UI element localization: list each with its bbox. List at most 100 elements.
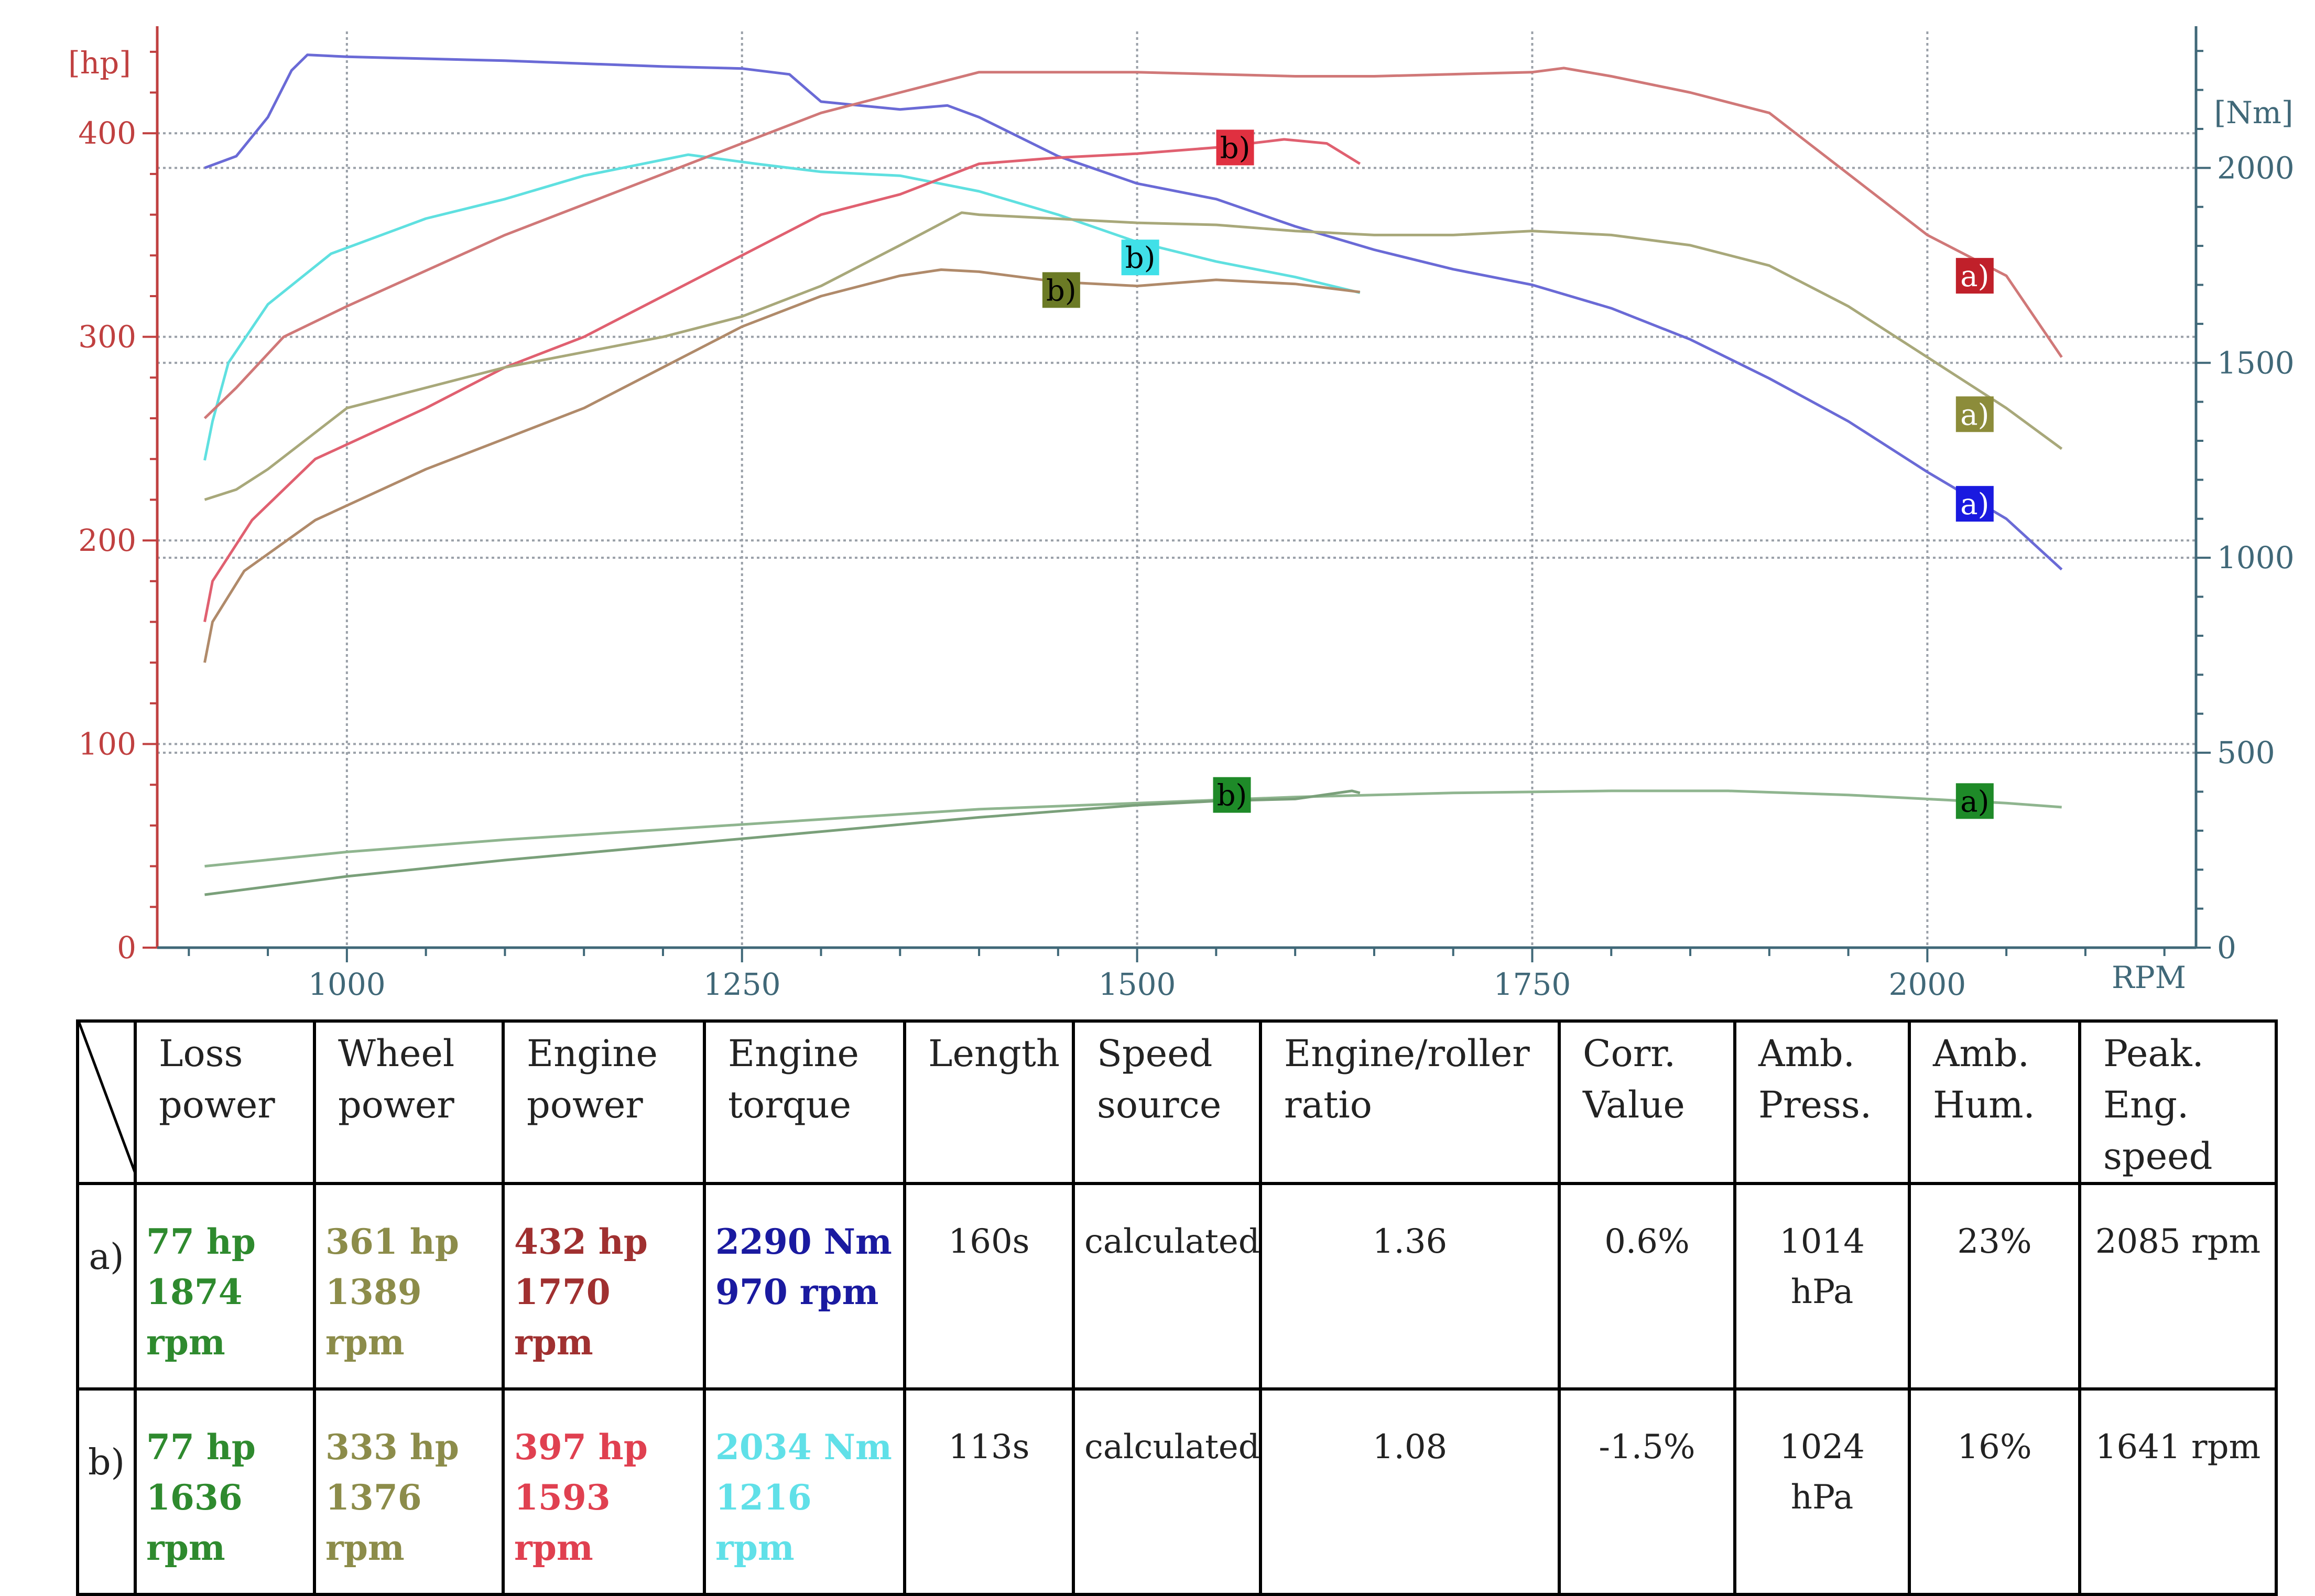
y-left-tick-label: 300 (78, 319, 136, 355)
wheel-hp: 361 hp (325, 1221, 459, 1262)
corr-value-cell: -1.5% (1558, 1387, 1736, 1596)
diagonal-divider (79, 1023, 137, 1175)
peak-speed-cell: 1641 rpm (2078, 1387, 2278, 1596)
wheel-rpm: 1376 rpm (325, 1477, 422, 1568)
curve-label-text: b) (1046, 274, 1077, 308)
curve-label-text: a) (1960, 259, 1989, 294)
wheel-power-cell: 361 hp 1389 rpm (313, 1182, 505, 1391)
wheel-hp: 333 hp (325, 1427, 459, 1468)
table-corner-cell (76, 1019, 137, 1185)
y-left-tick-label: 400 (78, 115, 136, 151)
row-label: a) (76, 1182, 137, 1391)
amb-press-cell: 1014 hPa (1733, 1182, 1911, 1391)
y-right-axis-title: [Nm] (2214, 95, 2293, 131)
torque-nm: 2034 Nm (715, 1427, 892, 1468)
series-line-2 (203, 67, 2063, 419)
curve-label-box (1042, 272, 1080, 308)
length-cell: 160s (903, 1182, 1075, 1391)
table-header-row: Loss power Wheel power Engine power Engi… (76, 1019, 2278, 1185)
header-engine-power: Engine power (502, 1019, 706, 1185)
dyno-chart: 1000 1250 1500 1750 2000 0 100 200 300 400 0 500 100… (68, 26, 2295, 996)
y-left-axis-title: [hp] (68, 45, 131, 81)
engine-hp: 397 hp (514, 1427, 648, 1468)
torque-rpm: 970 rpm (715, 1272, 879, 1312)
x-tick-label: 1250 (703, 967, 781, 996)
header-loss-power: Loss power (134, 1019, 316, 1185)
curve-label-text: a) (1960, 785, 1989, 819)
ratio-cell: 1.08 (1259, 1387, 1561, 1596)
engine-torque-cell: 2290 Nm 970 rpm (703, 1182, 906, 1391)
ratio-cell: 1.36 (1259, 1182, 1561, 1391)
x-tick-label: 2000 (1889, 967, 1966, 996)
corr-value-cell: 0.6% (1558, 1182, 1736, 1391)
header-corr-value: Corr. Value (1558, 1019, 1736, 1185)
series-line-7 (204, 789, 1361, 896)
curve-label-text: a) (1960, 487, 1989, 522)
engine-rpm: 1593 rpm (514, 1477, 611, 1568)
curve-label-text: b) (1217, 779, 1247, 813)
curve-label-box (1121, 240, 1159, 276)
table-row-b: b) 77 hp 1636 rpm 333 hp 1376 rpm 397 hp… (76, 1387, 2278, 1596)
engine-torque-cell: 2034 Nm 1216 rpm (703, 1387, 906, 1596)
curve-label-box (1216, 129, 1254, 166)
loss-rpm: 1874 rpm (146, 1272, 243, 1363)
wheel-rpm: 1389 rpm (325, 1272, 422, 1363)
header-engine-roller-ratio: Engine/roller ratio (1259, 1019, 1561, 1185)
loss-hp: 77 hp (146, 1221, 256, 1262)
speed-source-cell: calculated (1072, 1387, 1262, 1596)
curve-label-box (1213, 777, 1251, 813)
x-axis-title: RPM (2112, 960, 2186, 995)
header-length: Length (903, 1019, 1075, 1185)
loss-hp: 77 hp (146, 1427, 256, 1468)
x-tick-label: 1750 (1494, 967, 1571, 996)
header-speed-source: Speed source (1072, 1019, 1262, 1185)
header-amb-press: Amb. Press. (1733, 1019, 1911, 1185)
dyno-chart-svg: 1000 1250 1500 1750 2000 0 100 200 300 400 0 500 100… (68, 26, 2295, 996)
engine-hp: 432 hp (514, 1221, 648, 1262)
header-wheel-power: Wheel power (313, 1019, 505, 1185)
series-line-6 (204, 789, 2062, 868)
torque-rpm: 1216 rpm (715, 1477, 812, 1568)
y-right-tick-label: 0 (2217, 930, 2236, 965)
curve-label-box (1955, 486, 1994, 522)
x-tick-label: 1000 (308, 967, 386, 996)
torque-nm: 2290 Nm (715, 1221, 892, 1262)
y-right-tick-label: 2000 (2217, 150, 2295, 186)
peak-speed-cell: 2085 rpm (2078, 1182, 2278, 1391)
y-left-tick-label: 0 (117, 930, 136, 965)
engine-power-cell: 432 hp 1770 rpm (502, 1182, 706, 1391)
speed-source-cell: calculated (1072, 1182, 1262, 1391)
curve-label-text: b) (1125, 241, 1156, 275)
y-right-tick-label: 500 (2217, 735, 2275, 770)
series-line-4 (204, 211, 2063, 501)
series-line-5 (203, 268, 1361, 663)
results-table: Loss power Wheel power Engine power Engi… (76, 1019, 2278, 1596)
loss-power-cell: 77 hp 1874 rpm (134, 1182, 316, 1391)
amb-hum-cell: 23% (1908, 1182, 2081, 1391)
engine-power-cell: 397 hp 1593 rpm (502, 1387, 706, 1596)
curve-label-box (1955, 258, 1994, 294)
series-line-0 (204, 53, 2063, 571)
y-right-tick-label: 1000 (2217, 540, 2295, 576)
x-tick-label: 1500 (1099, 967, 1176, 996)
length-cell: 113s (903, 1387, 1075, 1596)
header-engine-torque: Engine torque (703, 1019, 906, 1185)
loss-power-cell: 77 hp 1636 rpm (134, 1387, 316, 1596)
series-line-3 (203, 138, 1361, 622)
curve-label-box (1955, 396, 1994, 432)
amb-press-cell: 1024 hPa (1733, 1387, 1911, 1596)
header-peak-eng-speed: Peak. Eng. speed (2078, 1019, 2278, 1185)
table-row-a: a) 77 hp 1874 rpm 361 hp 1389 rpm 432 hp… (76, 1182, 2278, 1391)
y-left-tick-label: 200 (78, 523, 136, 558)
wheel-power-cell: 333 hp 1376 rpm (313, 1387, 505, 1596)
row-label: b) (76, 1387, 137, 1596)
curve-label-text: a) (1960, 398, 1989, 432)
engine-rpm: 1770 rpm (514, 1272, 611, 1363)
loss-rpm: 1636 rpm (146, 1477, 243, 1568)
header-amb-hum: Amb. Hum. (1908, 1019, 2081, 1185)
series-line-1 (203, 153, 1361, 461)
y-left-tick-label: 100 (78, 726, 136, 762)
curve-label-text: b) (1220, 131, 1251, 165)
amb-hum-cell: 16% (1908, 1387, 2081, 1596)
y-right-tick-label: 1500 (2217, 345, 2295, 381)
